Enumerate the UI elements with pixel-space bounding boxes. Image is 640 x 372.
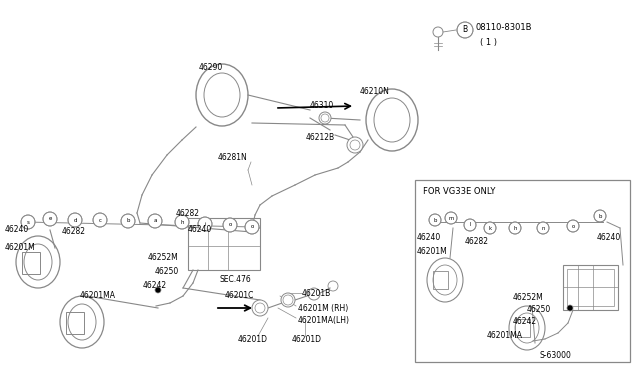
Circle shape [21,215,35,229]
Circle shape [93,213,107,227]
Text: k: k [488,225,492,231]
Text: 08110-8301B: 08110-8301B [475,23,531,32]
Text: FOR VG33E ONLY: FOR VG33E ONLY [423,187,495,196]
Circle shape [429,214,441,226]
Bar [22,252,40,274]
Text: S-63000: S-63000 [540,350,572,359]
Circle shape [347,137,363,153]
Text: 46240: 46240 [417,234,441,243]
Circle shape [175,215,189,229]
Circle shape [537,222,549,234]
Text: 46282: 46282 [62,228,86,237]
Text: n: n [541,225,545,231]
Text: 46201MA: 46201MA [80,291,116,299]
Text: 46281N: 46281N [218,154,248,163]
Circle shape [509,222,521,234]
Text: 46282: 46282 [465,237,489,247]
Circle shape [252,300,268,316]
Text: o: o [250,224,253,230]
Circle shape [155,287,161,293]
Text: 46210N: 46210N [360,87,390,96]
Circle shape [43,212,57,226]
Text: c: c [99,218,102,222]
Text: 46242: 46242 [143,280,167,289]
Text: 46201MA: 46201MA [487,330,523,340]
Circle shape [68,213,82,227]
Text: 46212B: 46212B [306,134,335,142]
Bar [188,218,260,270]
Text: 46201MA(LH): 46201MA(LH) [298,315,350,324]
Circle shape [567,305,573,311]
Text: i: i [204,221,205,227]
Circle shape [245,220,259,234]
Circle shape [121,214,135,228]
Text: d: d [73,218,77,222]
Text: 46242: 46242 [513,317,537,327]
Text: 46282: 46282 [176,209,200,218]
Text: 46240: 46240 [5,225,29,234]
Text: 46201D: 46201D [292,336,322,344]
Circle shape [308,288,320,300]
Bar [415,180,630,362]
Bar [515,319,530,337]
Text: s: s [27,219,29,224]
Text: b: b [433,218,436,222]
Text: h: h [180,219,184,224]
Text: o: o [228,222,232,228]
Text: 46201C: 46201C [225,291,254,299]
Bar [563,265,618,310]
Text: 46252M: 46252M [148,253,179,263]
Circle shape [148,214,162,228]
Text: 46310: 46310 [310,100,334,109]
Text: 46201M (RH): 46201M (RH) [298,304,348,312]
Text: 46240: 46240 [597,234,621,243]
Text: 46290: 46290 [199,64,223,73]
Text: a: a [153,218,157,224]
Text: 46201M: 46201M [417,247,448,257]
Text: 46250: 46250 [527,305,551,314]
Circle shape [457,22,473,38]
Circle shape [567,220,579,232]
Bar [567,269,614,306]
Text: o: o [572,224,575,228]
Text: h: h [513,225,516,231]
Text: 46201D: 46201D [238,336,268,344]
Circle shape [464,219,476,231]
Circle shape [281,293,295,307]
Text: m: m [449,215,454,221]
Circle shape [223,218,237,232]
Circle shape [198,217,212,231]
Circle shape [484,222,496,234]
Text: 46252M: 46252M [513,294,544,302]
Bar [433,271,448,289]
Text: 46240: 46240 [188,225,212,234]
Circle shape [319,112,331,124]
Text: l: l [469,222,471,228]
Text: SEC.476: SEC.476 [220,276,252,285]
Text: B: B [463,26,468,35]
Text: 46201M: 46201M [5,244,36,253]
Bar [66,312,84,334]
Text: ( 1 ): ( 1 ) [480,38,497,46]
Text: 46250: 46250 [155,267,179,276]
Circle shape [445,212,457,224]
Text: e: e [48,217,52,221]
Text: 46201B: 46201B [302,289,332,298]
Text: b: b [598,214,602,218]
Circle shape [594,210,606,222]
Text: b: b [126,218,130,224]
